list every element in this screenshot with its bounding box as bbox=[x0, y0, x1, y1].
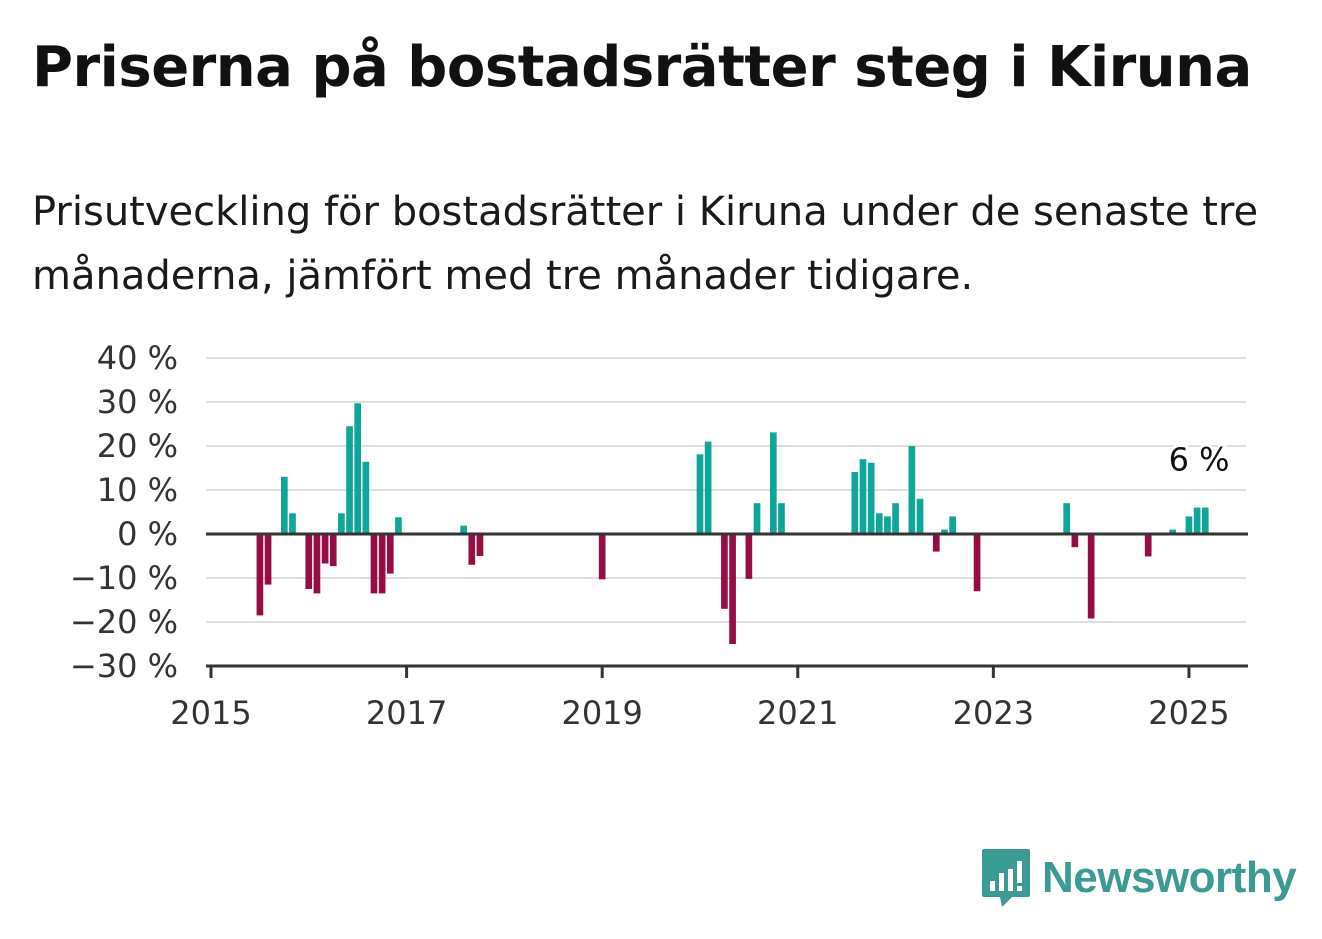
bar-negative bbox=[321, 534, 329, 564]
bar-negative bbox=[1087, 534, 1095, 619]
bar-negative bbox=[973, 534, 981, 592]
bar-positive bbox=[778, 503, 785, 534]
chart-subtitle: Prisutveckling för bostadsrätter i Kirun… bbox=[32, 189, 1259, 299]
x-tick-label: 2025 bbox=[1148, 694, 1229, 732]
bar-positive bbox=[354, 403, 362, 534]
bar-positive bbox=[1169, 529, 1176, 534]
bar-positive bbox=[1201, 507, 1209, 534]
bar-negative bbox=[386, 534, 394, 574]
axes bbox=[206, 532, 1248, 678]
bar-negative bbox=[305, 534, 313, 589]
bar-positive bbox=[859, 459, 867, 534]
bar-positive bbox=[884, 516, 891, 534]
bar-negative bbox=[1144, 534, 1152, 557]
bar-positive bbox=[696, 454, 704, 534]
bar-negative bbox=[468, 534, 476, 565]
bars bbox=[256, 403, 1209, 644]
x-tick-label: 2017 bbox=[366, 694, 447, 732]
bar-positive bbox=[916, 498, 924, 534]
chart-title: Priserna på bostadsrätter steg i Kiruna bbox=[32, 35, 1252, 100]
bar-negative bbox=[329, 534, 337, 567]
bar-chart: 40 %30 %20 %10 %0 %−10 %−20 %−30 % 2015 2… bbox=[70, 339, 1248, 732]
y-tick-label: 10 % bbox=[97, 471, 178, 509]
bar-positive bbox=[281, 476, 288, 534]
bar-positive bbox=[1193, 507, 1201, 534]
bar-negative bbox=[721, 534, 728, 609]
newsworthy-logo-icon bbox=[982, 849, 1030, 907]
x-axis-tick-labels: 2015 2017 2019 2021 2023 2025 bbox=[170, 694, 1229, 732]
bar-positive bbox=[362, 461, 370, 534]
x-tick-label: 2021 bbox=[757, 694, 838, 732]
bar-positive bbox=[395, 517, 402, 534]
bar-negative bbox=[729, 534, 736, 644]
y-tick-label: 0 % bbox=[117, 515, 178, 553]
bar-positive bbox=[851, 471, 859, 534]
bar-positive bbox=[704, 441, 712, 534]
x-tick-label: 2015 bbox=[170, 694, 251, 732]
bar-positive bbox=[460, 525, 467, 534]
y-tick-label: −30 % bbox=[70, 647, 178, 685]
bar-negative bbox=[256, 534, 264, 616]
bar-negative bbox=[598, 534, 606, 580]
bar-negative bbox=[476, 534, 484, 556]
annotations: 6 % bbox=[1166, 438, 1233, 482]
bar-positive bbox=[867, 462, 875, 534]
brand-logo: Newsworthy bbox=[980, 846, 1297, 910]
y-tick-label: 20 % bbox=[97, 427, 178, 465]
bar-positive bbox=[338, 513, 345, 534]
bar-positive bbox=[769, 432, 777, 534]
bar-negative bbox=[1071, 534, 1079, 548]
bar-positive bbox=[346, 426, 353, 534]
data-label: 6 % bbox=[1169, 441, 1230, 479]
bar-positive bbox=[941, 529, 948, 534]
y-tick-label: 40 % bbox=[97, 339, 178, 377]
x-tick-label: 2023 bbox=[953, 694, 1034, 732]
bar-positive bbox=[1185, 516, 1193, 534]
bar-positive bbox=[908, 446, 916, 534]
bar-positive bbox=[949, 516, 956, 534]
bar-positive bbox=[892, 503, 899, 534]
bar-negative bbox=[378, 534, 386, 594]
bar-negative bbox=[370, 534, 378, 594]
bar-positive bbox=[289, 513, 296, 534]
bar-negative bbox=[313, 534, 321, 594]
brand-name: Newsworthy bbox=[1042, 853, 1297, 902]
bar-positive bbox=[1063, 503, 1071, 534]
y-tick-label: −10 % bbox=[70, 559, 178, 597]
y-tick-label: 30 % bbox=[97, 383, 178, 421]
bar-negative bbox=[264, 534, 272, 585]
bar-negative bbox=[932, 534, 940, 552]
bar-positive bbox=[753, 503, 761, 534]
y-axis-tick-labels: 40 % 30 % 20 % 10 % 0 % −10 % −20 % −30 % bbox=[70, 339, 178, 685]
y-tick-label: −20 % bbox=[70, 603, 178, 641]
bar-negative bbox=[745, 534, 753, 579]
x-tick-label: 2019 bbox=[561, 694, 642, 732]
bar-positive bbox=[875, 513, 883, 534]
